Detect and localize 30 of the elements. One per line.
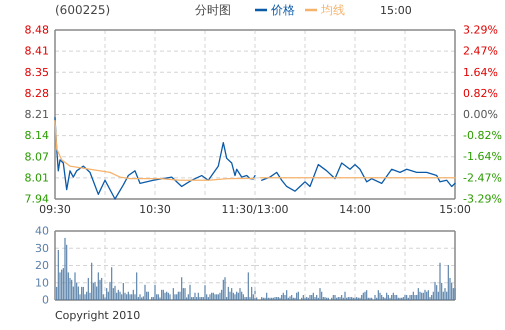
- text: 15:00: [380, 4, 412, 17]
- y-tick-label: 0: [42, 294, 49, 307]
- y-tick-label: 10: [35, 276, 49, 290]
- y-tick-label: 8.35: [24, 66, 49, 79]
- chart-subtitle: 分时图: [195, 3, 231, 17]
- text: -2.47%: [463, 171, 502, 184]
- text: 3.29%: [463, 24, 498, 37]
- legend-label: 均线: [320, 3, 345, 17]
- text: 1.64%: [463, 66, 498, 79]
- y-tick-label: 8.07: [24, 150, 49, 164]
- y-tick-label: 8.01: [24, 171, 49, 184]
- y-tick-label: 20: [35, 259, 49, 272]
- y-tick-label: 8.21: [24, 108, 49, 122]
- text: 0.00%: [463, 108, 498, 122]
- y-tick-label: 40: [35, 224, 49, 238]
- text: -0.82%: [463, 129, 502, 142]
- y-tick-label: 8.28: [24, 86, 49, 100]
- text: -1.64%: [463, 150, 502, 164]
- chart-title: (600225): [55, 3, 110, 17]
- legend-label: 价格: [270, 3, 295, 17]
- y-tick-label: 8.41: [24, 44, 49, 58]
- x-tick-label: 11:30/13:00: [221, 202, 289, 216]
- y-tick-label: 8.48: [24, 24, 49, 37]
- x-tick-label: 10:30: [139, 202, 171, 216]
- y-tick-label: 8.14: [24, 129, 49, 142]
- text: Copyright 2010: [55, 309, 140, 322]
- y-tick-label: 30: [35, 242, 49, 255]
- text: 2.47%: [463, 44, 498, 58]
- x-tick-label: 14:00: [339, 202, 371, 216]
- text: 0.82%: [463, 86, 498, 100]
